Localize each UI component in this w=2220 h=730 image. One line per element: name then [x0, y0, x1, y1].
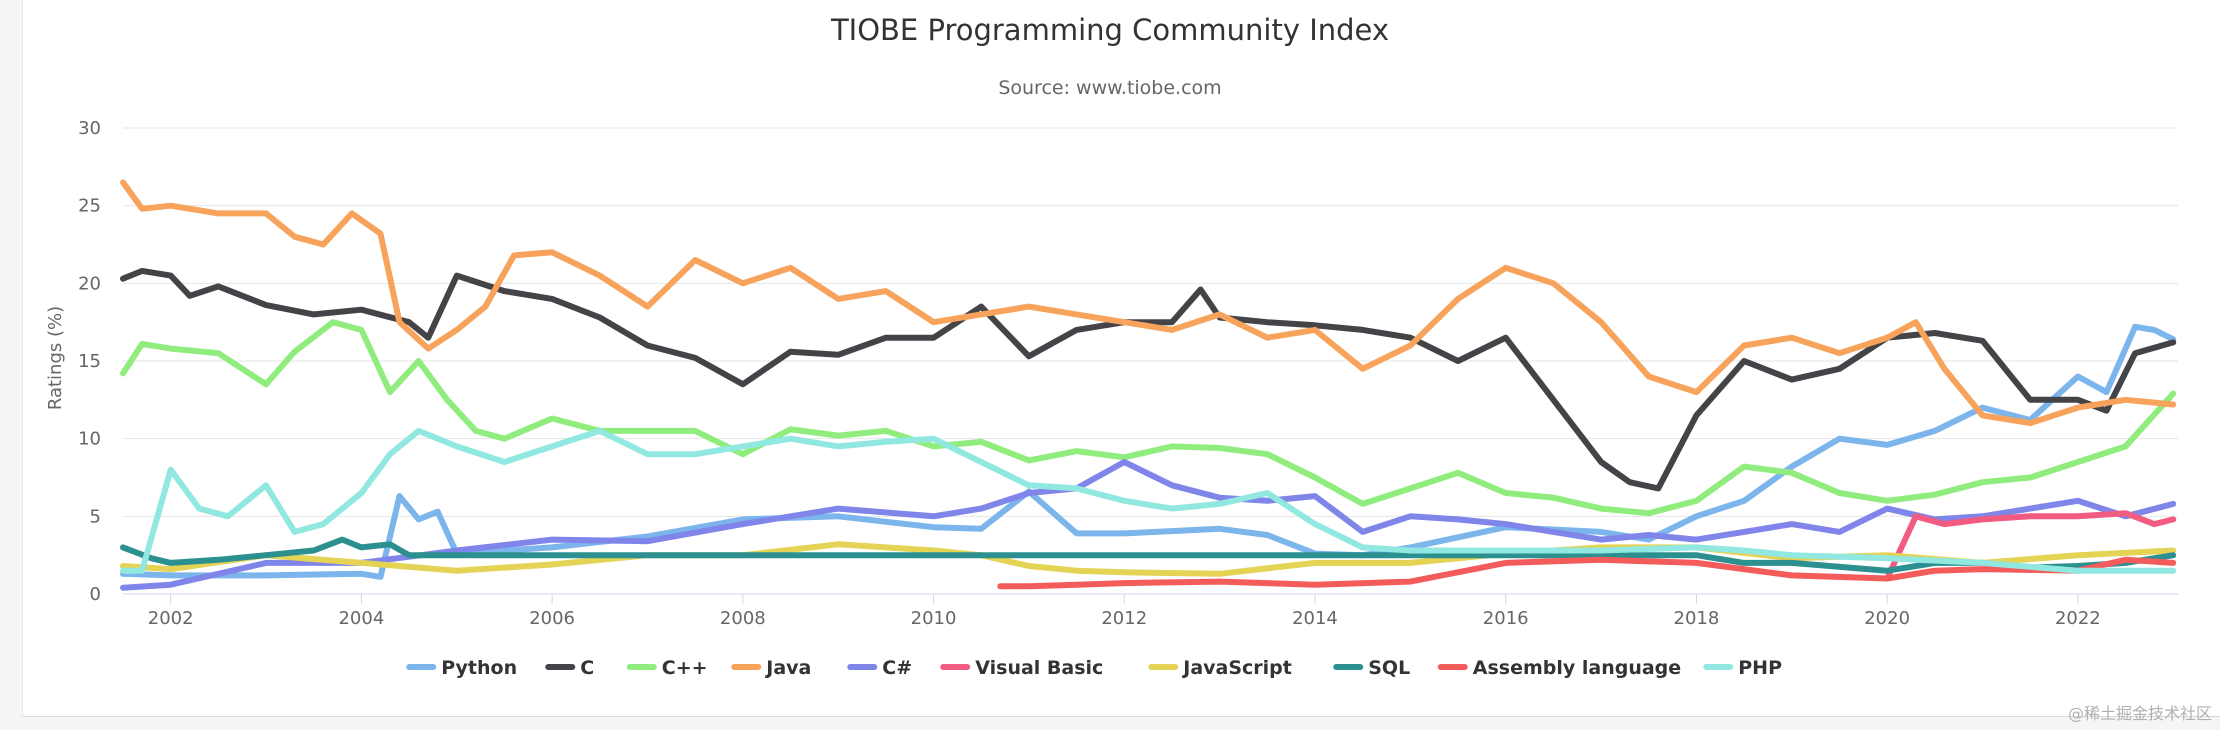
y-axis-ticks: 0 5 10 15 20 25 30 — [78, 118, 101, 605]
legend-label: C# — [882, 657, 912, 679]
x-tick-label: 2020 — [1864, 608, 1910, 629]
legend-item-javascript[interactable]: JavaScript — [1148, 657, 1292, 679]
legend-item-c[interactable]: C++ — [626, 657, 708, 679]
legend-label: PHP — [1738, 657, 1782, 679]
x-tick-label: 2022 — [2055, 608, 2101, 629]
chart-title: TIOBE Programming Community Index — [830, 13, 1389, 47]
legend-label: C++ — [662, 657, 708, 679]
legend-label: Visual Basic — [975, 657, 1103, 679]
legend-label: JavaScript — [1181, 657, 1292, 679]
x-tick-label: 2004 — [338, 608, 384, 629]
legend-item-visual-basic[interactable]: Visual Basic — [940, 657, 1103, 679]
series-line-php[interactable] — [120, 427, 2177, 574]
series-lines — [120, 179, 2177, 591]
x-tick-label: 2014 — [1292, 608, 1338, 629]
legend[interactable]: Python C C++ Java C# Visual Basic JavaScript SQ… — [406, 657, 1782, 679]
y-tick-label: 30 — [78, 118, 101, 139]
y-tick-label: 5 — [90, 506, 101, 527]
legend-label: SQL — [1368, 657, 1410, 679]
legend-item-c[interactable]: C — [545, 657, 594, 679]
series-line-python[interactable] — [120, 323, 2177, 580]
legend-item-assembly-language[interactable]: Assembly language — [1437, 657, 1681, 679]
series-line-c[interactable] — [120, 319, 2177, 517]
legend-item-c[interactable]: C# — [847, 657, 912, 679]
y-tick-label: 20 — [78, 273, 101, 294]
legend-label: Python — [441, 657, 517, 679]
legend-item-php[interactable]: PHP — [1703, 657, 1782, 679]
series-line-assembly-language[interactable] — [997, 556, 2177, 590]
x-tick-label: 2012 — [1101, 608, 1147, 629]
x-tick-label: 2010 — [911, 608, 957, 629]
x-tick-label: 2016 — [1483, 608, 1529, 629]
legend-label: Assembly language — [1473, 657, 1681, 679]
series-line-c[interactable] — [120, 267, 2177, 492]
x-axis-ticks: 2002 2004 2006 2008 2010 2012 2014 2016 2018 2020… — [148, 594, 2101, 629]
series-line-visual-basic[interactable] — [1884, 510, 2177, 582]
y-tick-label: 0 — [90, 584, 101, 605]
series-line-c[interactable] — [120, 459, 2177, 591]
legend-item-sql[interactable]: SQL — [1333, 657, 1410, 679]
y-axis-label: Ratings (%) — [45, 306, 66, 410]
y-tick-label: 15 — [78, 351, 101, 372]
watermark-text: @稀土掘金技术社区 — [2067, 704, 2212, 723]
chart-card: TIOBE Programming Community Index Source… — [22, 0, 2220, 717]
x-tick-label: 2008 — [720, 608, 766, 629]
line-chart: TIOBE Programming Community Index Source… — [45, 13, 2178, 679]
x-tick-label: 2002 — [148, 608, 194, 629]
series-line-java[interactable] — [120, 179, 2177, 427]
y-tick-label: 10 — [78, 429, 101, 450]
y-tick-label: 25 — [78, 196, 101, 217]
x-tick-label: 2006 — [529, 608, 575, 629]
x-tick-label: 2018 — [1674, 608, 1720, 629]
grid-lines — [123, 127, 2178, 595]
chart-subtitle: Source: www.tiobe.com — [998, 77, 1221, 99]
legend-item-java[interactable]: Java — [731, 657, 811, 679]
legend-label: C — [580, 657, 594, 679]
legend-item-python[interactable]: Python — [406, 657, 517, 679]
legend-label: Java — [764, 657, 811, 679]
